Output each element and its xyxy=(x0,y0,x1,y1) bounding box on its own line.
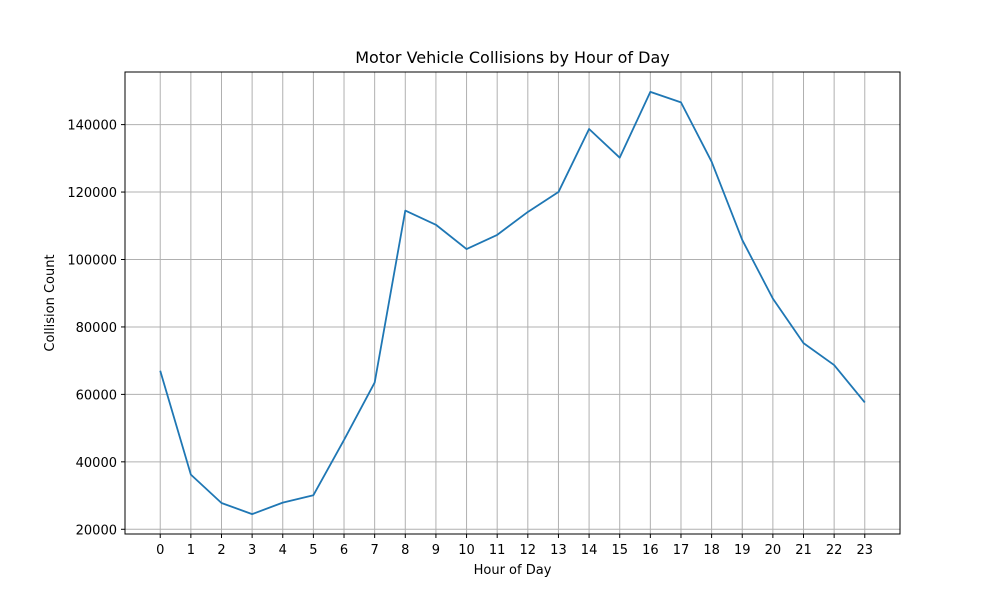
y-tick-label: 140000 xyxy=(67,119,117,134)
chart-title: Motor Vehicle Collisions by Hour of Day xyxy=(355,48,670,67)
series-group xyxy=(159,90,866,516)
y-axis: 20000 40000 60000 80000 100000 120000 140000 xyxy=(67,119,125,538)
plot-frame xyxy=(124,71,901,535)
y-tick-label: 60000 xyxy=(76,388,117,403)
x-tick-label: 16 xyxy=(642,543,659,558)
x-axis: 0 1 2 3 4 5 6 7 8 9 10 11 12 13 14 15 16 17 18 19 20 21 22 23 xyxy=(156,534,873,558)
y-tick-label: 40000 xyxy=(76,456,117,471)
x-tick-label: 7 xyxy=(371,543,379,558)
y-tick-label: 120000 xyxy=(67,186,117,201)
x-axis-label: Hour of Day xyxy=(474,563,552,578)
x-tick-label: 19 xyxy=(734,543,751,558)
x-tick-label: 1 xyxy=(187,543,195,558)
x-tick-label: 17 xyxy=(673,543,690,558)
x-tick-label: 8 xyxy=(401,543,409,558)
x-tick-label: 3 xyxy=(248,543,256,558)
y-tick-label: 100000 xyxy=(67,253,117,268)
x-tick-label: 23 xyxy=(856,543,873,558)
x-tick-label: 6 xyxy=(340,543,348,558)
x-tick-label: 22 xyxy=(826,543,843,558)
y-axis-label: Collision Count xyxy=(43,254,58,351)
x-tick-label: 9 xyxy=(432,543,440,558)
x-tick-label: 21 xyxy=(795,543,812,558)
x-tick-label: 0 xyxy=(156,543,164,558)
x-tick-label: 5 xyxy=(309,543,317,558)
x-tick-label: 14 xyxy=(581,543,598,558)
x-tick-label: 12 xyxy=(520,543,537,558)
x-tick-label: 2 xyxy=(217,543,225,558)
x-tick-label: 20 xyxy=(765,543,782,558)
x-tick-label: 11 xyxy=(489,543,506,558)
grid xyxy=(125,72,900,534)
x-tick-label: 18 xyxy=(703,543,720,558)
y-tick-label: 80000 xyxy=(76,321,117,336)
y-tick-label: 20000 xyxy=(76,523,117,538)
series-line xyxy=(159,90,866,516)
x-tick-label: 10 xyxy=(458,543,475,558)
x-tick-label: 13 xyxy=(550,543,567,558)
x-tick-label: 4 xyxy=(279,543,287,558)
x-tick-label: 15 xyxy=(611,543,628,558)
